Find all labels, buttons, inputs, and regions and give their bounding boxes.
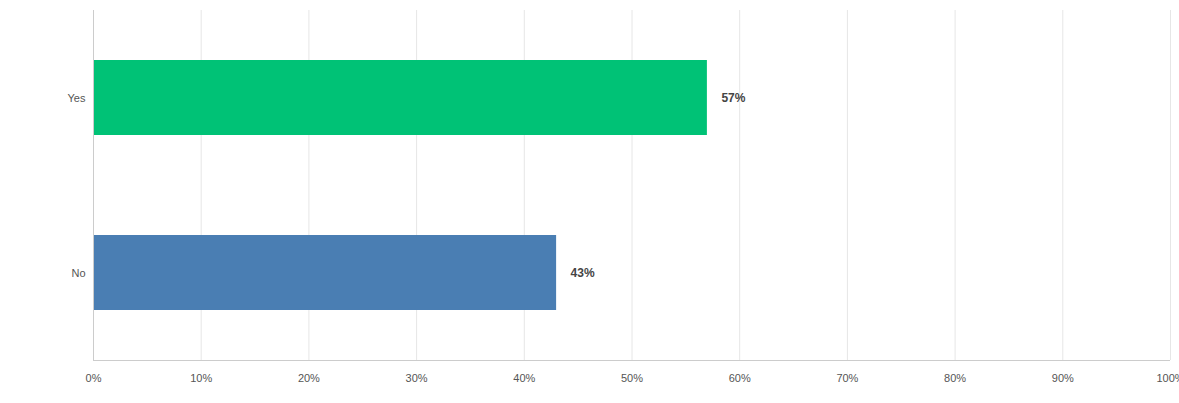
svg-text:60%: 60% bbox=[729, 372, 751, 384]
svg-text:57%: 57% bbox=[721, 91, 745, 105]
svg-text:10%: 10% bbox=[190, 372, 212, 384]
svg-text:80%: 80% bbox=[944, 372, 966, 384]
svg-text:43%: 43% bbox=[571, 266, 595, 280]
svg-text:20%: 20% bbox=[298, 372, 320, 384]
svg-text:40%: 40% bbox=[513, 372, 535, 384]
svg-text:No: No bbox=[71, 267, 85, 279]
svg-text:Yes: Yes bbox=[68, 92, 86, 104]
svg-text:70%: 70% bbox=[836, 372, 858, 384]
svg-text:30%: 30% bbox=[406, 372, 428, 384]
svg-text:0%: 0% bbox=[86, 372, 102, 384]
svg-text:100%: 100% bbox=[1156, 372, 1179, 384]
svg-text:90%: 90% bbox=[1052, 372, 1074, 384]
svg-text:50%: 50% bbox=[621, 372, 643, 384]
